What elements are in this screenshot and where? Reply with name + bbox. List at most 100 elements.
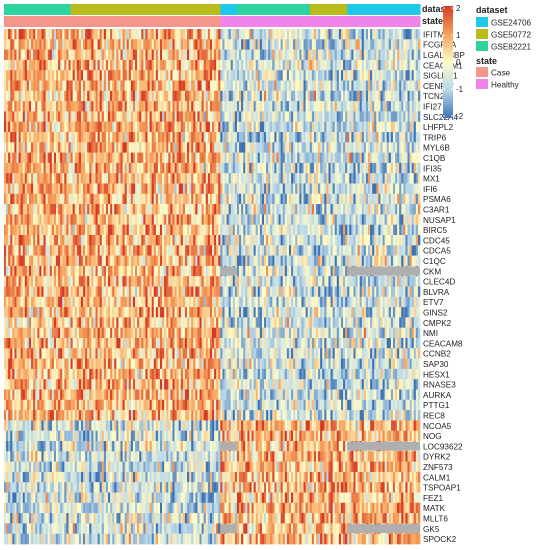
heatmap-cell (193, 80, 196, 92)
heatmap-cell (274, 276, 277, 287)
heatmap-cell (407, 235, 410, 246)
heatmap-cell (137, 70, 140, 81)
heatmap-cell (110, 245, 113, 256)
heatmap-cell (311, 214, 315, 226)
heatmap-cell (345, 59, 348, 71)
heatmap-cell (12, 255, 15, 267)
heatmap-cell (343, 121, 346, 133)
heatmap-cell (214, 152, 217, 164)
heatmap-cell (87, 132, 90, 143)
heatmap-cell (201, 121, 205, 133)
heatmap-cell (334, 245, 338, 256)
heatmap-cell (170, 204, 173, 215)
heatmap-cell (184, 235, 188, 246)
heatmap-cell (415, 173, 419, 184)
heatmap-cell (139, 152, 142, 164)
heatmap-cell (33, 121, 36, 133)
heatmap-cell (193, 101, 196, 112)
heatmap-cell (24, 245, 28, 256)
heatmap-cell (378, 173, 381, 184)
heatmap-cell (268, 162, 271, 174)
heatmap-cell (35, 193, 38, 205)
heatmap-cell (184, 224, 188, 236)
heatmap-cell (370, 183, 373, 195)
heatmap-cell (405, 193, 408, 205)
heatmap-cell (343, 162, 346, 174)
heatmap-cell (41, 224, 44, 236)
heatmap-cell (26, 162, 30, 174)
heatmap-cell (280, 193, 284, 205)
heatmap-cell (110, 183, 113, 195)
heatmap-cell (153, 29, 157, 40)
heatmap-cell (380, 214, 383, 226)
heatmap-cell (132, 183, 136, 195)
heatmap-cell (282, 255, 286, 267)
heatmap-cell (216, 80, 219, 92)
heatmap-cell (347, 80, 350, 92)
heatmap-cell (316, 162, 319, 174)
heatmap-cell (286, 204, 290, 215)
heatmap-cell (31, 276, 34, 287)
heatmap-cell (132, 173, 136, 184)
heatmap-cell (174, 214, 177, 226)
heatmap-cell (76, 39, 80, 50)
heatmap-cell (6, 204, 9, 215)
heatmap-cell (361, 245, 365, 256)
heatmap-cell (78, 59, 82, 71)
heatmap-cell (363, 214, 367, 226)
heatmap-cell (160, 224, 163, 236)
heatmap-cell (114, 265, 117, 277)
heatmap-cell (103, 90, 107, 102)
heatmap-cell (268, 235, 271, 246)
heatmap-cell (413, 235, 417, 246)
heatmap-cell (330, 173, 333, 184)
heatmap-cell (236, 59, 240, 71)
heatmap-cell (388, 224, 392, 236)
heatmap-cell (4, 111, 7, 123)
heatmap-cell (407, 111, 410, 123)
heatmap-cell (340, 121, 344, 133)
heatmap-cell (218, 235, 221, 246)
annotation-segment-dataset (236, 4, 311, 15)
heatmap-cell (274, 183, 277, 195)
heatmap-cell (316, 204, 319, 215)
heatmap-cell (347, 111, 350, 123)
heatmap-cell (10, 101, 13, 112)
heatmap-cell (4, 39, 7, 50)
heatmap-cell (261, 111, 265, 123)
heatmap-cell (191, 173, 194, 184)
heatmap-cell (349, 90, 352, 102)
heatmap-cell (95, 255, 98, 267)
heatmap-cell (216, 121, 219, 133)
heatmap-cell (328, 49, 331, 61)
heatmap-cell (388, 59, 392, 71)
heatmap-cell (232, 39, 236, 50)
heatmap-cell (411, 29, 415, 40)
heatmap-cell (10, 80, 13, 92)
heatmap-cell (118, 173, 121, 184)
heatmap-cell (299, 39, 302, 50)
heatmap-cell (95, 245, 98, 256)
heatmap-cell (83, 29, 86, 40)
heatmap-cell (245, 173, 248, 184)
heatmap-cell (83, 162, 86, 174)
heatmap-cell (99, 214, 103, 226)
heatmap-cell (139, 224, 142, 236)
heatmap-cell (234, 183, 238, 195)
heatmap-cell (51, 235, 55, 246)
heatmap-cell (195, 49, 198, 61)
heatmap-cell (264, 121, 267, 133)
heatmap-cell (365, 162, 369, 174)
heatmap-cell (303, 183, 306, 195)
heatmap-cell (58, 193, 61, 205)
heatmap-cell (174, 101, 177, 112)
heatmap-cell (388, 152, 392, 164)
heatmap-cell (41, 162, 44, 174)
heatmap-cell (417, 173, 421, 184)
heatmap-cell (295, 265, 298, 277)
heatmap-cell (176, 29, 180, 40)
heatmap-cell (93, 80, 96, 92)
heatmap-cell (245, 245, 248, 256)
heatmap-cell (76, 111, 80, 123)
heatmap-cell (282, 173, 286, 184)
